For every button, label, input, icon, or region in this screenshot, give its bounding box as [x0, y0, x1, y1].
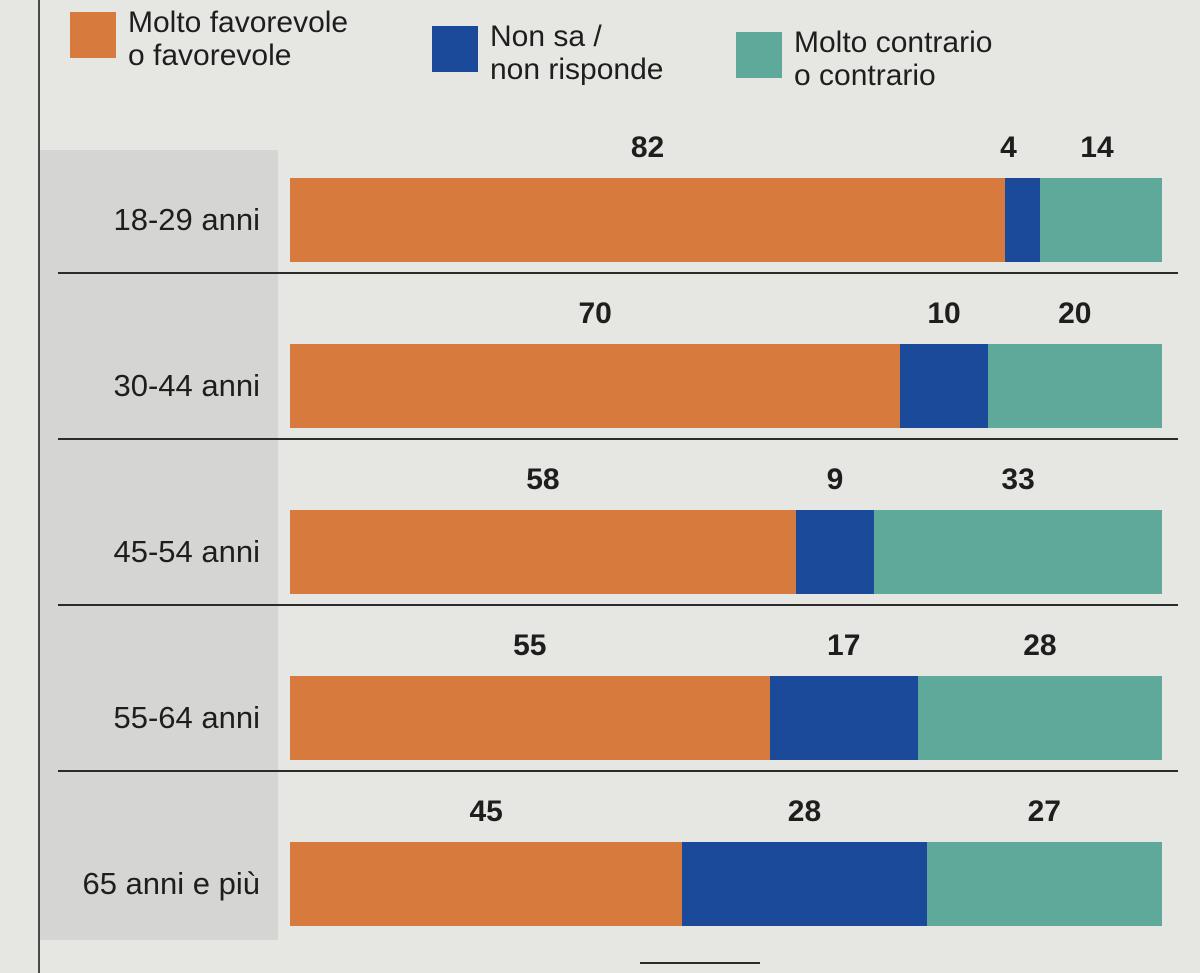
value-label-45-54-anni-series-1: 58	[526, 463, 560, 496]
bar-55-64-anni-series-1	[290, 676, 770, 760]
legend-label-non-sa: Non sa / non risponde	[490, 20, 664, 86]
bar-65-anni-e-pi-series-2	[682, 842, 927, 926]
value-label-55-64-anni-series-2: 17	[827, 629, 861, 662]
value-label-30-44-anni-series-3: 20	[1058, 297, 1092, 330]
bar-55-64-anni-series-2	[769, 676, 918, 760]
value-label-18-29-anni-series-3: 14	[1080, 131, 1114, 164]
value-label-18-29-anni-series-1: 82	[630, 131, 665, 164]
category-label-55-64-anni: 55-64 anni	[113, 700, 260, 735]
bar-30-44-anni-series-2	[900, 344, 988, 428]
bar-55-64-anni-series-3	[917, 676, 1162, 760]
row-divider	[58, 438, 1178, 440]
row-divider	[58, 272, 1178, 274]
value-label-55-64-anni-series-1: 55	[513, 629, 547, 662]
value-label-30-44-anni-series-2: 10	[927, 297, 961, 330]
bar-18-29-anni-series-3	[1039, 178, 1162, 262]
bar-65-anni-e-pi-series-3	[926, 842, 1162, 926]
legend-label-contrario: Molto contrario o contrario	[794, 26, 993, 92]
value-label-65-anni-e-pi-series-2: 28	[787, 795, 822, 828]
row-divider	[58, 604, 1178, 606]
category-label-18-29-anni: 18-29 anni	[113, 202, 260, 237]
bar-45-54-anni-series-2	[795, 510, 875, 594]
legend-swatch-contrario	[736, 32, 782, 78]
category-label-30-44-anni: 30-44 anni	[113, 368, 260, 403]
legend-swatch-non-sa	[432, 26, 478, 72]
legend-item-contrario: Molto contrario o contrario	[736, 26, 992, 92]
legend-item-non-sa: Non sa / non risponde	[432, 20, 663, 86]
value-label-45-54-anni-series-3: 33	[1001, 463, 1035, 496]
bar-45-54-anni-series-3	[874, 510, 1162, 594]
bar-18-29-anni-series-1	[290, 178, 1006, 262]
value-label-65-anni-e-pi-series-1: 45	[469, 795, 503, 828]
category-label-65-anni-e-pi: 65 anni e più	[82, 866, 260, 901]
legend-label-favorevole: Molto favorevole o favorevole	[128, 6, 349, 72]
page-edge-rule	[38, 0, 40, 973]
value-label-30-44-anni-series-1: 70	[578, 297, 612, 330]
category-label-column	[40, 150, 278, 940]
legend-item-favorevole: Molto favorevole o favorevole	[70, 6, 348, 72]
row-divider	[58, 770, 1178, 772]
category-label-45-54-anni: 45-54 anni	[113, 534, 260, 569]
legend: Molto favorevole o favorevole Non sa / n…	[70, 6, 1070, 116]
bar-45-54-anni-series-1	[290, 510, 796, 594]
bar-30-44-anni-series-1	[290, 344, 901, 428]
bar-18-29-anni-series-2	[1005, 178, 1040, 262]
value-label-45-54-anni-series-2: 9	[826, 463, 844, 496]
value-label-55-64-anni-series-3: 28	[1023, 629, 1057, 662]
value-label-65-anni-e-pi-series-3: 27	[1027, 795, 1061, 828]
legend-swatch-favorevole	[70, 12, 116, 58]
value-label-18-29-anni-series-2: 4	[1000, 131, 1017, 164]
bar-30-44-anni-series-3	[987, 344, 1162, 428]
bar-65-anni-e-pi-series-1	[290, 842, 683, 926]
bottom-rule	[640, 962, 760, 964]
